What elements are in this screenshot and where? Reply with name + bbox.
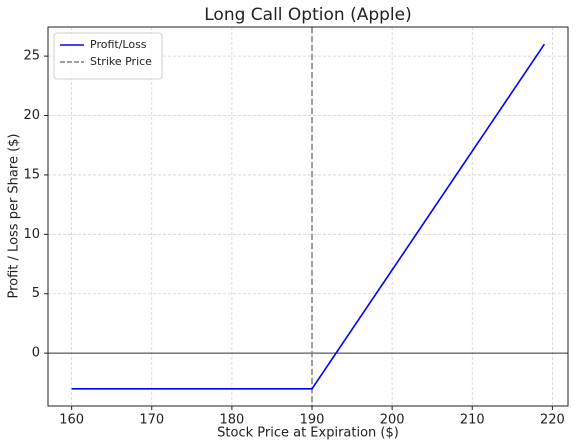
x-tick-label: 180 xyxy=(219,413,244,428)
y-tick-label: 5 xyxy=(32,286,40,301)
x-tick-label: 160 xyxy=(59,413,84,428)
plot-frame xyxy=(47,26,569,407)
x-tick-label: 210 xyxy=(460,413,485,428)
y-axis-label: Profit / Loss per Share ($) xyxy=(7,134,22,299)
x-tick-label: 190 xyxy=(300,413,325,428)
y-tick-label: 25 xyxy=(23,49,40,64)
y-tick-label: 15 xyxy=(23,167,40,182)
x-tick-label: 220 xyxy=(540,413,565,428)
x-axis-label: Stock Price at Expiration ($) xyxy=(217,426,399,441)
profit-line xyxy=(71,43,546,390)
legend-label: Strike Price xyxy=(90,55,152,68)
legend-label: Profit/Loss xyxy=(90,38,147,51)
x-tick-label: 200 xyxy=(380,413,405,428)
y-tick-label: 0 xyxy=(32,346,40,361)
x-tick-label: 170 xyxy=(139,413,164,428)
y-tick-label: 20 xyxy=(23,108,40,123)
y-tick-label: 10 xyxy=(23,227,40,242)
chart-title: Long Call Option (Apple) xyxy=(204,5,411,25)
